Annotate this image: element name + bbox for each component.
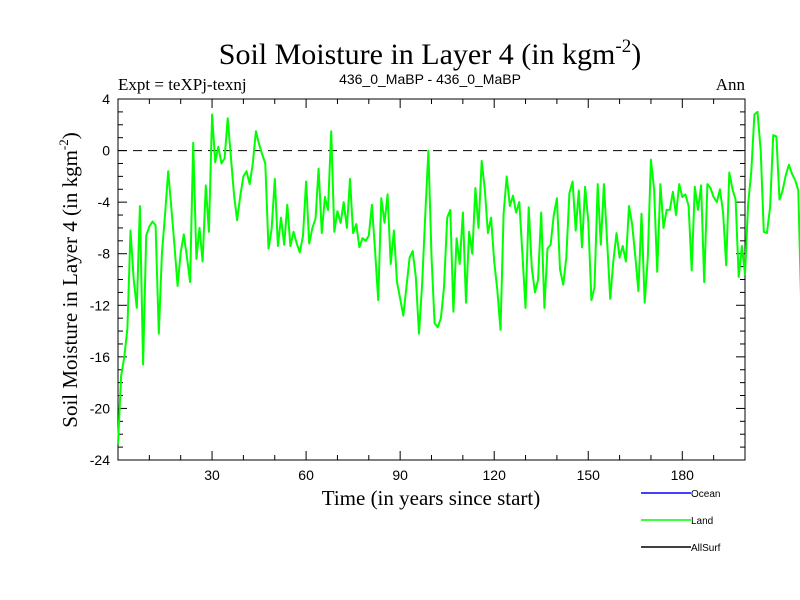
- y-tick-label: -4: [98, 194, 111, 210]
- season-label: Ann: [716, 75, 746, 94]
- x-tick-label: 60: [298, 467, 314, 483]
- y-tick-label: -8: [98, 246, 111, 262]
- x-tick-label: 30: [204, 467, 220, 483]
- axis-ticks: [118, 98, 745, 461]
- y-axis-label: Soil Moisture in Layer 4 (in kgm-2): [56, 132, 82, 427]
- y-tick-label: 4: [102, 91, 110, 107]
- y-tick-label: -24: [90, 452, 110, 468]
- y-tick-label: -16: [90, 349, 110, 365]
- plot-frame: [117, 98, 746, 461]
- legend: Ocean Land AllSurf: [641, 489, 721, 554]
- series-land-line: [117, 110, 800, 445]
- legend-label-ocean: Ocean: [691, 489, 720, 500]
- y-tick-label: -20: [90, 400, 110, 416]
- experiment-label: Expt = teXPj-texnj: [118, 75, 247, 94]
- y-tick-label: 0: [102, 143, 110, 159]
- x-tick-label: 150: [577, 467, 601, 483]
- x-axis-label: Time (in years since start): [322, 486, 541, 510]
- axis-tick-labels: 4 0 -4 -8 -12 -16 -20 -24 30 60 90 120 150 180: [90, 91, 694, 483]
- x-tick-label: 180: [671, 467, 695, 483]
- comparison-label: 436_0_MaBP - 436_0_MaBP: [339, 71, 521, 87]
- y-tick-label: -12: [90, 297, 110, 313]
- x-tick-label: 90: [392, 467, 408, 483]
- x-tick-label: 120: [483, 467, 507, 483]
- chart-title: Soil Moisture in Layer 4 (in kgm-2): [219, 36, 641, 71]
- legend-label-allsurf: AllSurf: [691, 543, 721, 554]
- legend-label-land: Land: [691, 516, 713, 527]
